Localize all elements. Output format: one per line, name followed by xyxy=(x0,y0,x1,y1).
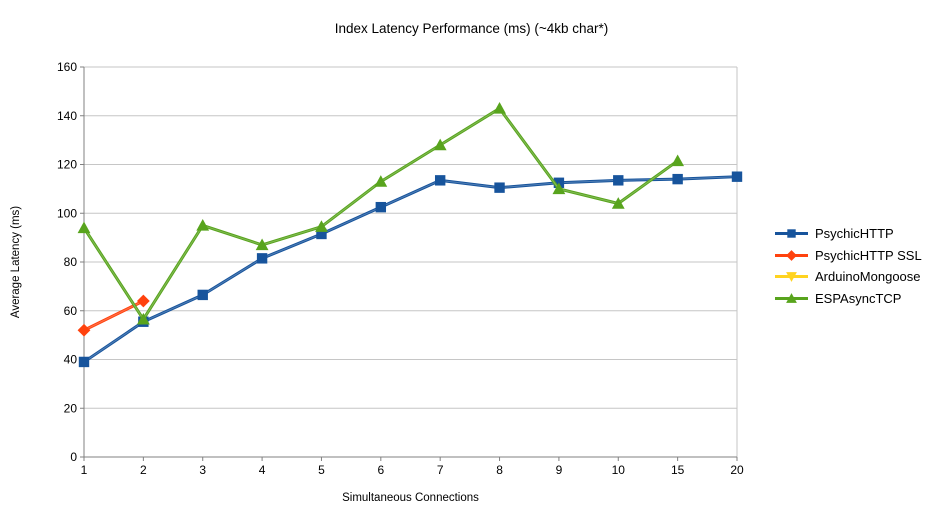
x-axis-title: Simultaneous Connections xyxy=(342,492,479,504)
legend-item-psychichttp-ssl: PsychicHTTP SSL xyxy=(775,245,922,267)
legend-label: ArduinoMongoose xyxy=(815,269,921,285)
legend-label: PsychicHTTP SSL xyxy=(815,247,922,263)
y-tick-label: 140 xyxy=(57,109,77,123)
data-marker-triangle-up xyxy=(433,138,447,151)
series-espasynctcp xyxy=(77,102,685,325)
data-marker-square xyxy=(434,175,446,186)
x-tick-label: 9 xyxy=(556,463,563,477)
series-line-highlight xyxy=(83,107,678,321)
data-marker-triangle-up xyxy=(77,221,91,234)
y-tick-label: 100 xyxy=(57,206,77,220)
gridlines xyxy=(84,66,737,409)
data-marker-triangle-up xyxy=(493,102,506,114)
legend-item-espasynctcp: ESPAsyncTCP xyxy=(775,288,922,310)
x-tick-label: 2 xyxy=(140,463,147,477)
data-marker-square xyxy=(494,182,505,193)
data-marker-square xyxy=(787,229,796,238)
y-tick-label: 40 xyxy=(64,353,78,367)
series-line xyxy=(82,106,679,321)
data-marker-diamond xyxy=(136,294,150,308)
legend-label: ESPAsyncTCP xyxy=(815,290,902,306)
x-tick-label: 4 xyxy=(259,463,266,477)
data-marker-square xyxy=(256,253,268,264)
data-marker-triangle-up xyxy=(315,220,328,232)
x-tick-label: 1 xyxy=(81,463,88,477)
legend-swatch-icon xyxy=(775,292,808,303)
data-marker-triangle-down xyxy=(786,272,797,283)
data-marker-square xyxy=(731,171,743,182)
y-tick-label: 120 xyxy=(57,158,77,172)
legend-swatch-icon xyxy=(775,229,808,238)
data-marker-square xyxy=(197,289,208,301)
y-tick-label: 60 xyxy=(64,304,78,318)
legend-swatch-icon xyxy=(775,249,808,261)
data-marker-square xyxy=(375,201,387,213)
data-marker-square xyxy=(613,175,624,186)
chart-title: Index Latency Performance (ms) (~4kb cha… xyxy=(334,21,609,36)
data-marker-square xyxy=(78,356,90,368)
data-marker-triangle-up xyxy=(374,175,388,187)
legend: PsychicHTTP PsychicHTTP SSL ArduinoMongoos… xyxy=(775,223,922,309)
data-marker-square xyxy=(672,173,683,185)
series-line xyxy=(83,175,738,364)
legend-item-psychichttp: PsychicHTTP xyxy=(775,223,922,245)
x-tick-label: 7 xyxy=(437,463,444,477)
legend-label: PsychicHTTP xyxy=(815,226,894,242)
data-marker-diamond xyxy=(77,323,91,337)
data-marker-triangle-up xyxy=(255,238,269,251)
y-tick-label: 0 xyxy=(70,450,77,464)
legend-item-arduinomongoose: ArduinoMongoose xyxy=(775,266,922,288)
data-marker-triangle-up xyxy=(671,154,685,167)
series-psychichttp-ssl xyxy=(77,294,150,337)
x-tick-label: 10 xyxy=(612,463,626,477)
data-marker-triangle-up xyxy=(611,197,625,209)
data-marker-triangle-up xyxy=(786,292,797,303)
data-marker-triangle-up xyxy=(196,219,210,231)
x-tick-label: 5 xyxy=(318,463,325,477)
x-tick-label: 15 xyxy=(671,463,685,477)
y-tick-label: 20 xyxy=(64,401,78,415)
data-marker-diamond xyxy=(786,249,797,261)
y-tick-label: 160 xyxy=(57,60,77,74)
series-line-highlight xyxy=(83,176,738,363)
data-marker-triangle-up xyxy=(552,182,566,195)
axis-tick-labels: 0 20 40 60 80 100 120 140 160 1 2 3 4 5 6 7 8 9 10 15 20 xyxy=(57,60,744,477)
legend-swatch-icon xyxy=(775,272,808,283)
x-tick-label: 20 xyxy=(730,463,744,477)
x-tick-label: 8 xyxy=(496,463,503,477)
y-tick-label: 80 xyxy=(64,255,78,269)
data-marker-square xyxy=(316,228,327,240)
data-marker-triangle-up xyxy=(136,312,150,325)
y-axis-title: Average Latency (ms) xyxy=(10,205,22,319)
x-tick-label: 3 xyxy=(199,463,206,477)
series-psychichttp xyxy=(78,171,743,368)
x-tick-label: 6 xyxy=(377,463,384,477)
